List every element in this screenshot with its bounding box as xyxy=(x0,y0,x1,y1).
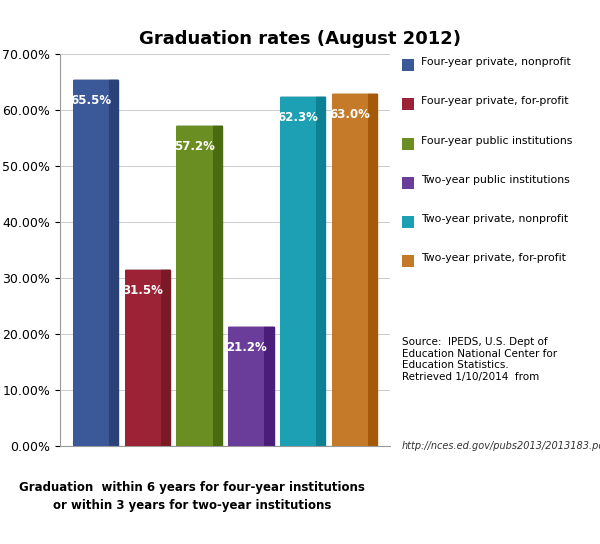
Polygon shape xyxy=(265,327,274,446)
Text: Graduation  within 6 years for four-year institutions: Graduation within 6 years for four-year … xyxy=(19,481,365,494)
Bar xyxy=(332,94,368,446)
Text: or within 3 years for two-year institutions: or within 3 years for two-year instituti… xyxy=(53,499,331,512)
Bar xyxy=(125,270,161,446)
Bar xyxy=(280,97,316,446)
Text: Four-year private, nonprofit: Four-year private, nonprofit xyxy=(421,57,571,67)
Text: Two-year public institutions: Two-year public institutions xyxy=(421,175,570,185)
Polygon shape xyxy=(212,126,222,446)
Polygon shape xyxy=(73,446,377,450)
Text: 62.3%: 62.3% xyxy=(277,112,319,125)
Text: Four-year private, for-profit: Four-year private, for-profit xyxy=(421,96,569,107)
Text: Two-year private, for-profit: Two-year private, for-profit xyxy=(421,253,566,263)
Bar xyxy=(228,327,265,446)
Polygon shape xyxy=(161,270,170,446)
Text: http://nces.ed.gov/pubs2013/2013183.pdf.: http://nces.ed.gov/pubs2013/2013183.pdf. xyxy=(402,441,600,450)
Text: 57.2%: 57.2% xyxy=(174,140,215,153)
Bar xyxy=(176,126,212,446)
Text: Graduation rates (August 2012): Graduation rates (August 2012) xyxy=(139,30,461,48)
Bar xyxy=(73,79,109,446)
Text: Source:  IPEDS, U.S. Dept of
Education National Center for
Education Statistics.: Source: IPEDS, U.S. Dept of Education Na… xyxy=(402,337,557,382)
Polygon shape xyxy=(316,97,325,446)
Text: 21.2%: 21.2% xyxy=(226,342,266,355)
Text: 31.5%: 31.5% xyxy=(122,284,163,297)
Polygon shape xyxy=(368,94,377,446)
Text: 65.5%: 65.5% xyxy=(70,94,112,107)
Text: 63.0%: 63.0% xyxy=(329,108,370,121)
Polygon shape xyxy=(109,79,118,446)
Text: Two-year private, nonprofit: Two-year private, nonprofit xyxy=(421,214,568,224)
Text: Four-year public institutions: Four-year public institutions xyxy=(421,135,572,146)
